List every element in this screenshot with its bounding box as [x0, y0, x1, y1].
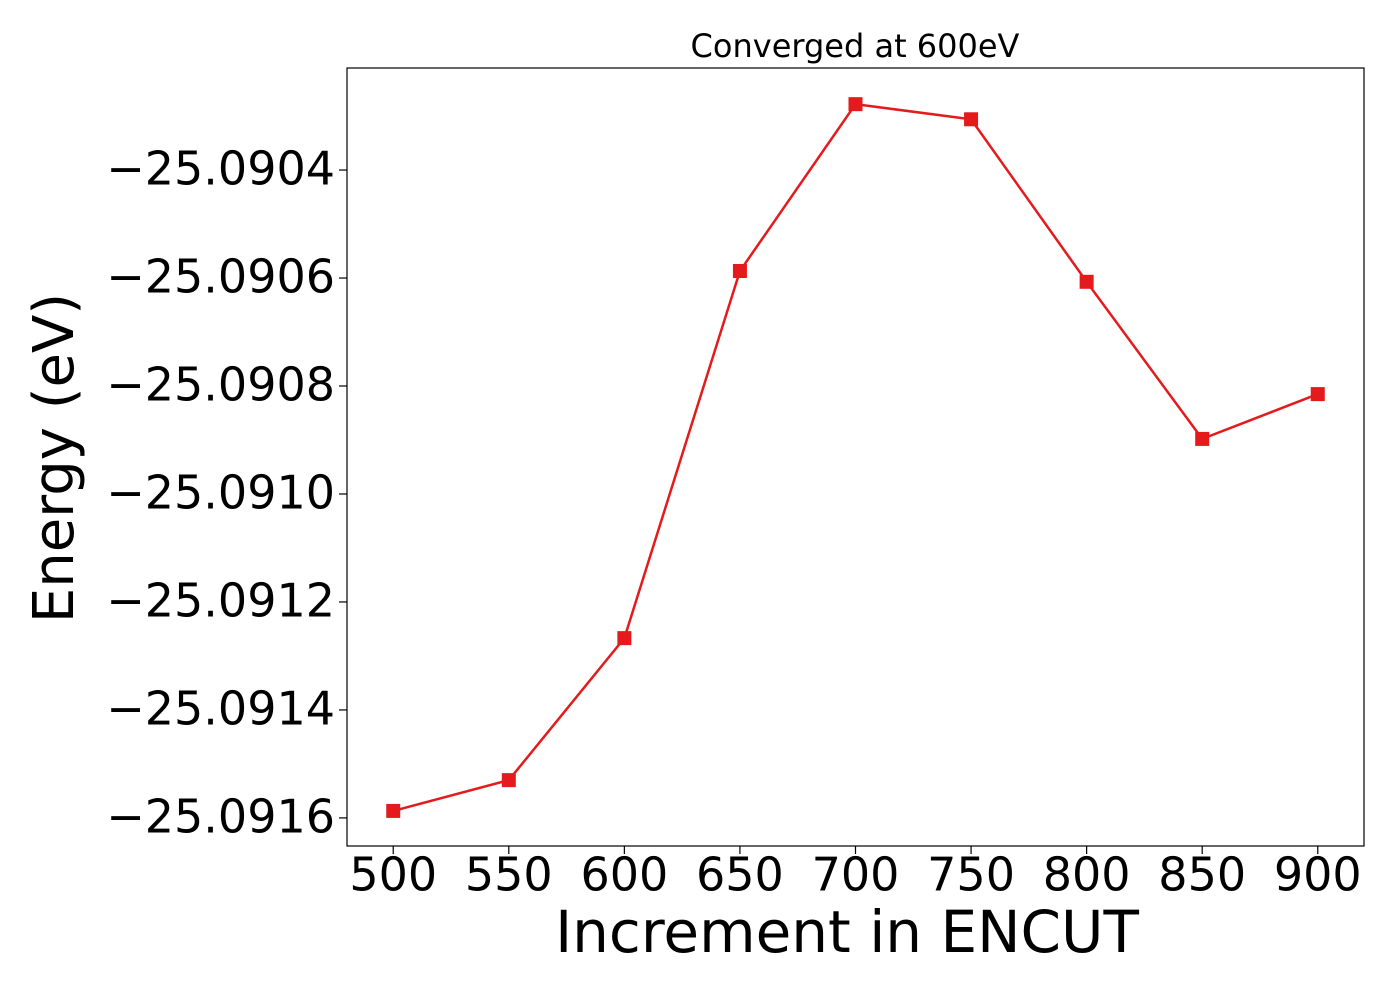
data-point — [964, 112, 979, 127]
chart-title: Converged at 600eV — [691, 27, 1020, 65]
y-axis-label: Energy (eV) — [22, 293, 87, 623]
x-tick-label: 750 — [927, 848, 1015, 902]
x-tick-label: 650 — [696, 848, 784, 902]
x-tick-label: 500 — [349, 848, 437, 902]
y-tick-label: −25.0912 — [106, 573, 335, 627]
data-point — [386, 803, 401, 818]
y-tick-label: −25.0904 — [106, 142, 335, 196]
y-tick-label: −25.0916 — [106, 789, 335, 843]
data-point — [1079, 274, 1094, 289]
x-tick-label: 550 — [465, 848, 553, 902]
x-tick-label: 850 — [1158, 848, 1246, 902]
x-axis-label: Increment in ENCUT — [555, 898, 1139, 966]
y-tick-label: −25.0908 — [106, 358, 335, 412]
data-line — [392, 102, 1319, 813]
plot-frame — [346, 67, 1365, 847]
data-point — [617, 631, 632, 646]
data-point — [1310, 387, 1325, 402]
y-tick-label: −25.0914 — [106, 681, 335, 735]
x-tick-label: 600 — [580, 848, 668, 902]
data-point — [732, 264, 747, 279]
y-tick-label: −25.0906 — [106, 250, 335, 304]
x-tick-label: 900 — [1274, 848, 1362, 902]
data-point — [501, 773, 516, 788]
x-tick-label: 700 — [812, 848, 900, 902]
data-point — [1195, 431, 1210, 446]
x-tick-label: 800 — [1043, 848, 1131, 902]
y-tick-label: −25.0910 — [106, 465, 335, 519]
data-point — [848, 97, 863, 112]
